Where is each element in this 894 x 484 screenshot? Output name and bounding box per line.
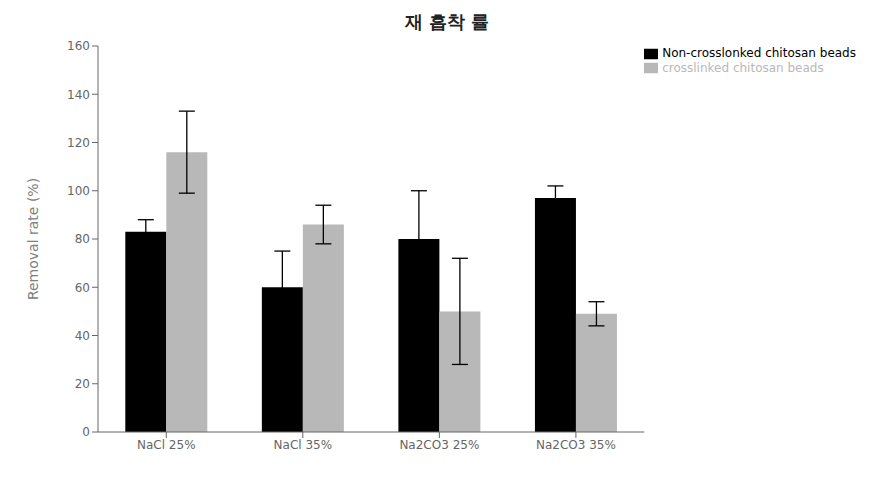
svg-text:40: 40 [75,329,90,343]
svg-text:Na2CO3 25%: Na2CO3 25% [399,438,479,452]
html-text:재 흡착 률: 재 흡착 률 [404,11,490,32]
svg-text:120: 120 [67,136,90,150]
svg-text:Removal rate (%): Removal rate (%) [25,178,41,300]
svg-text:20: 20 [75,377,90,391]
svg-text:160: 160 [67,39,90,53]
svg-text:140: 140 [67,88,90,102]
svg-text:100: 100 [67,184,90,198]
html-text:crosslinked chitosan beads: crosslinked chitosan beads [662,60,824,75]
svg-text:Na2CO3 35%: Na2CO3 35% [536,438,616,452]
svg-text:NaCl 25%: NaCl 25% [137,438,196,452]
svg-text:0: 0 [82,425,90,439]
svg-text:60: 60 [75,281,90,295]
svg-text:NaCl 35%: NaCl 35% [274,438,333,452]
html-text:Non-crosslonked chitosan beads: Non-crosslonked chitosan beads [662,46,856,60]
svg-text:80: 80 [75,232,90,246]
